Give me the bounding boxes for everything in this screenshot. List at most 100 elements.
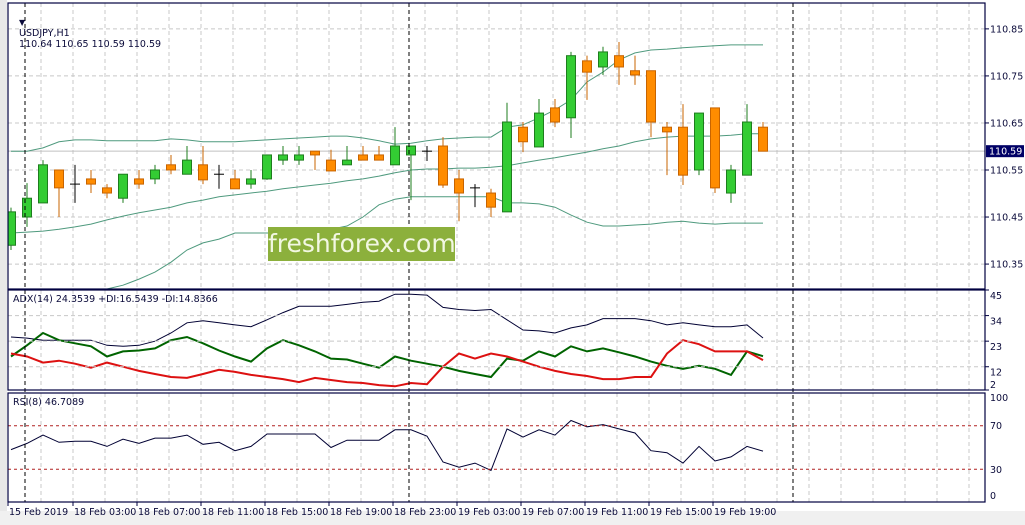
candle bbox=[422, 146, 432, 162]
candle bbox=[230, 169, 240, 190]
symbol-label: USDJPY,H1 bbox=[19, 28, 70, 39]
candle-body bbox=[646, 70, 656, 123]
candle-body bbox=[38, 164, 48, 204]
candle-body bbox=[438, 145, 448, 186]
time-label: 18 Feb 03:00 bbox=[74, 507, 136, 518]
candle-body bbox=[486, 192, 496, 208]
candle bbox=[742, 104, 752, 176]
candle bbox=[182, 146, 192, 175]
candle bbox=[198, 146, 208, 185]
watermark-logo: freshforex.com bbox=[268, 227, 456, 261]
rsi-axis-label: 70 bbox=[990, 421, 1002, 432]
bollinger-middle bbox=[10, 133, 763, 234]
candle-body bbox=[182, 159, 192, 175]
candle-body bbox=[614, 55, 624, 68]
adx-line bbox=[10, 293, 764, 347]
candle bbox=[166, 154, 176, 175]
time-label: 19 Feb 03:00 bbox=[458, 507, 520, 518]
candle bbox=[326, 149, 336, 172]
candle bbox=[566, 51, 576, 139]
current-price-badge bbox=[986, 145, 1024, 158]
price-label: 110.55 bbox=[990, 165, 1023, 176]
candle bbox=[630, 55, 640, 85]
bollinger-upper bbox=[11, 44, 763, 152]
candle-body bbox=[390, 145, 400, 166]
candle bbox=[710, 107, 720, 194]
indicator-plot-2 bbox=[10, 419, 764, 472]
time-label: 19 Feb 19:00 bbox=[714, 507, 776, 518]
candle-body bbox=[22, 197, 32, 218]
panel-frame bbox=[7, 392, 986, 503]
candle-body bbox=[262, 154, 272, 180]
collapse-triangle-icon[interactable]: ▼ bbox=[19, 18, 26, 27]
time-label: 19 Feb 07:00 bbox=[522, 507, 584, 518]
candle-body bbox=[102, 187, 112, 194]
bollinger-lower bbox=[105, 196, 763, 289]
candle-body bbox=[118, 173, 128, 199]
candle bbox=[342, 146, 352, 166]
candle-body bbox=[326, 159, 336, 172]
candle bbox=[502, 102, 512, 213]
candle-body bbox=[342, 159, 352, 166]
price-label: 110.35 bbox=[990, 260, 1023, 271]
time-label: 18 Feb 23:00 bbox=[394, 507, 456, 518]
candle-body bbox=[502, 121, 512, 213]
candle-body bbox=[518, 126, 528, 143]
indicator-plot-1 bbox=[10, 293, 764, 388]
adx-axis-label: 12 bbox=[990, 368, 1002, 379]
candle bbox=[54, 169, 64, 218]
candle-body bbox=[8, 211, 16, 246]
candle bbox=[22, 183, 32, 227]
candle bbox=[310, 150, 320, 170]
candle bbox=[358, 146, 368, 161]
panel-frame bbox=[7, 289, 986, 391]
candle-body bbox=[758, 126, 768, 152]
candle-body bbox=[358, 154, 368, 161]
candle bbox=[134, 169, 144, 189]
candle-body bbox=[294, 154, 304, 161]
adx-axis-label: 2 bbox=[990, 380, 996, 391]
adx-axis-label: 23 bbox=[990, 342, 1002, 353]
candle bbox=[150, 164, 160, 185]
candle-body bbox=[710, 107, 720, 189]
time-label: 19 Feb 11:00 bbox=[586, 507, 648, 518]
adx-axis-label: 34 bbox=[990, 317, 1002, 328]
candle bbox=[102, 184, 112, 199]
rsi-axis-label: 0 bbox=[990, 491, 996, 502]
candle bbox=[662, 122, 672, 176]
candle-body bbox=[534, 112, 544, 148]
current-price-label: 110.59 bbox=[989, 147, 1022, 158]
candle bbox=[86, 169, 96, 194]
candle bbox=[406, 145, 416, 201]
candle bbox=[486, 188, 496, 218]
candle bbox=[390, 127, 400, 166]
candle bbox=[726, 164, 736, 203]
candle bbox=[374, 146, 384, 161]
candle-body bbox=[566, 55, 576, 119]
candle-body bbox=[694, 112, 704, 171]
candle bbox=[598, 46, 608, 75]
ohlc-label: 110.64 110.65 110.59 110.59 bbox=[19, 39, 162, 50]
candle bbox=[758, 122, 768, 152]
candle-body bbox=[230, 178, 240, 190]
candle bbox=[646, 70, 656, 138]
candle bbox=[262, 154, 272, 180]
candle bbox=[678, 104, 688, 186]
candle-body bbox=[598, 51, 608, 68]
candle-body bbox=[374, 154, 384, 161]
bottom-strip bbox=[0, 511, 1025, 525]
candle bbox=[278, 146, 288, 165]
adx-label: ADX(14) 24.3539 +DI:16.5439 -DI:14.8366 bbox=[13, 294, 218, 305]
candle bbox=[38, 160, 48, 204]
candle-body bbox=[54, 169, 64, 189]
chart-header: ▼ USDJPY,H1 110.64 110.65 110.59 110.59 bbox=[13, 6, 161, 50]
candle-body bbox=[742, 121, 752, 176]
candle-body bbox=[246, 178, 256, 185]
candle-body bbox=[454, 178, 464, 194]
panel-frame bbox=[7, 2, 986, 290]
candle bbox=[294, 146, 304, 165]
candle-body bbox=[86, 178, 96, 185]
candle-body bbox=[630, 70, 640, 76]
candle bbox=[550, 98, 560, 128]
